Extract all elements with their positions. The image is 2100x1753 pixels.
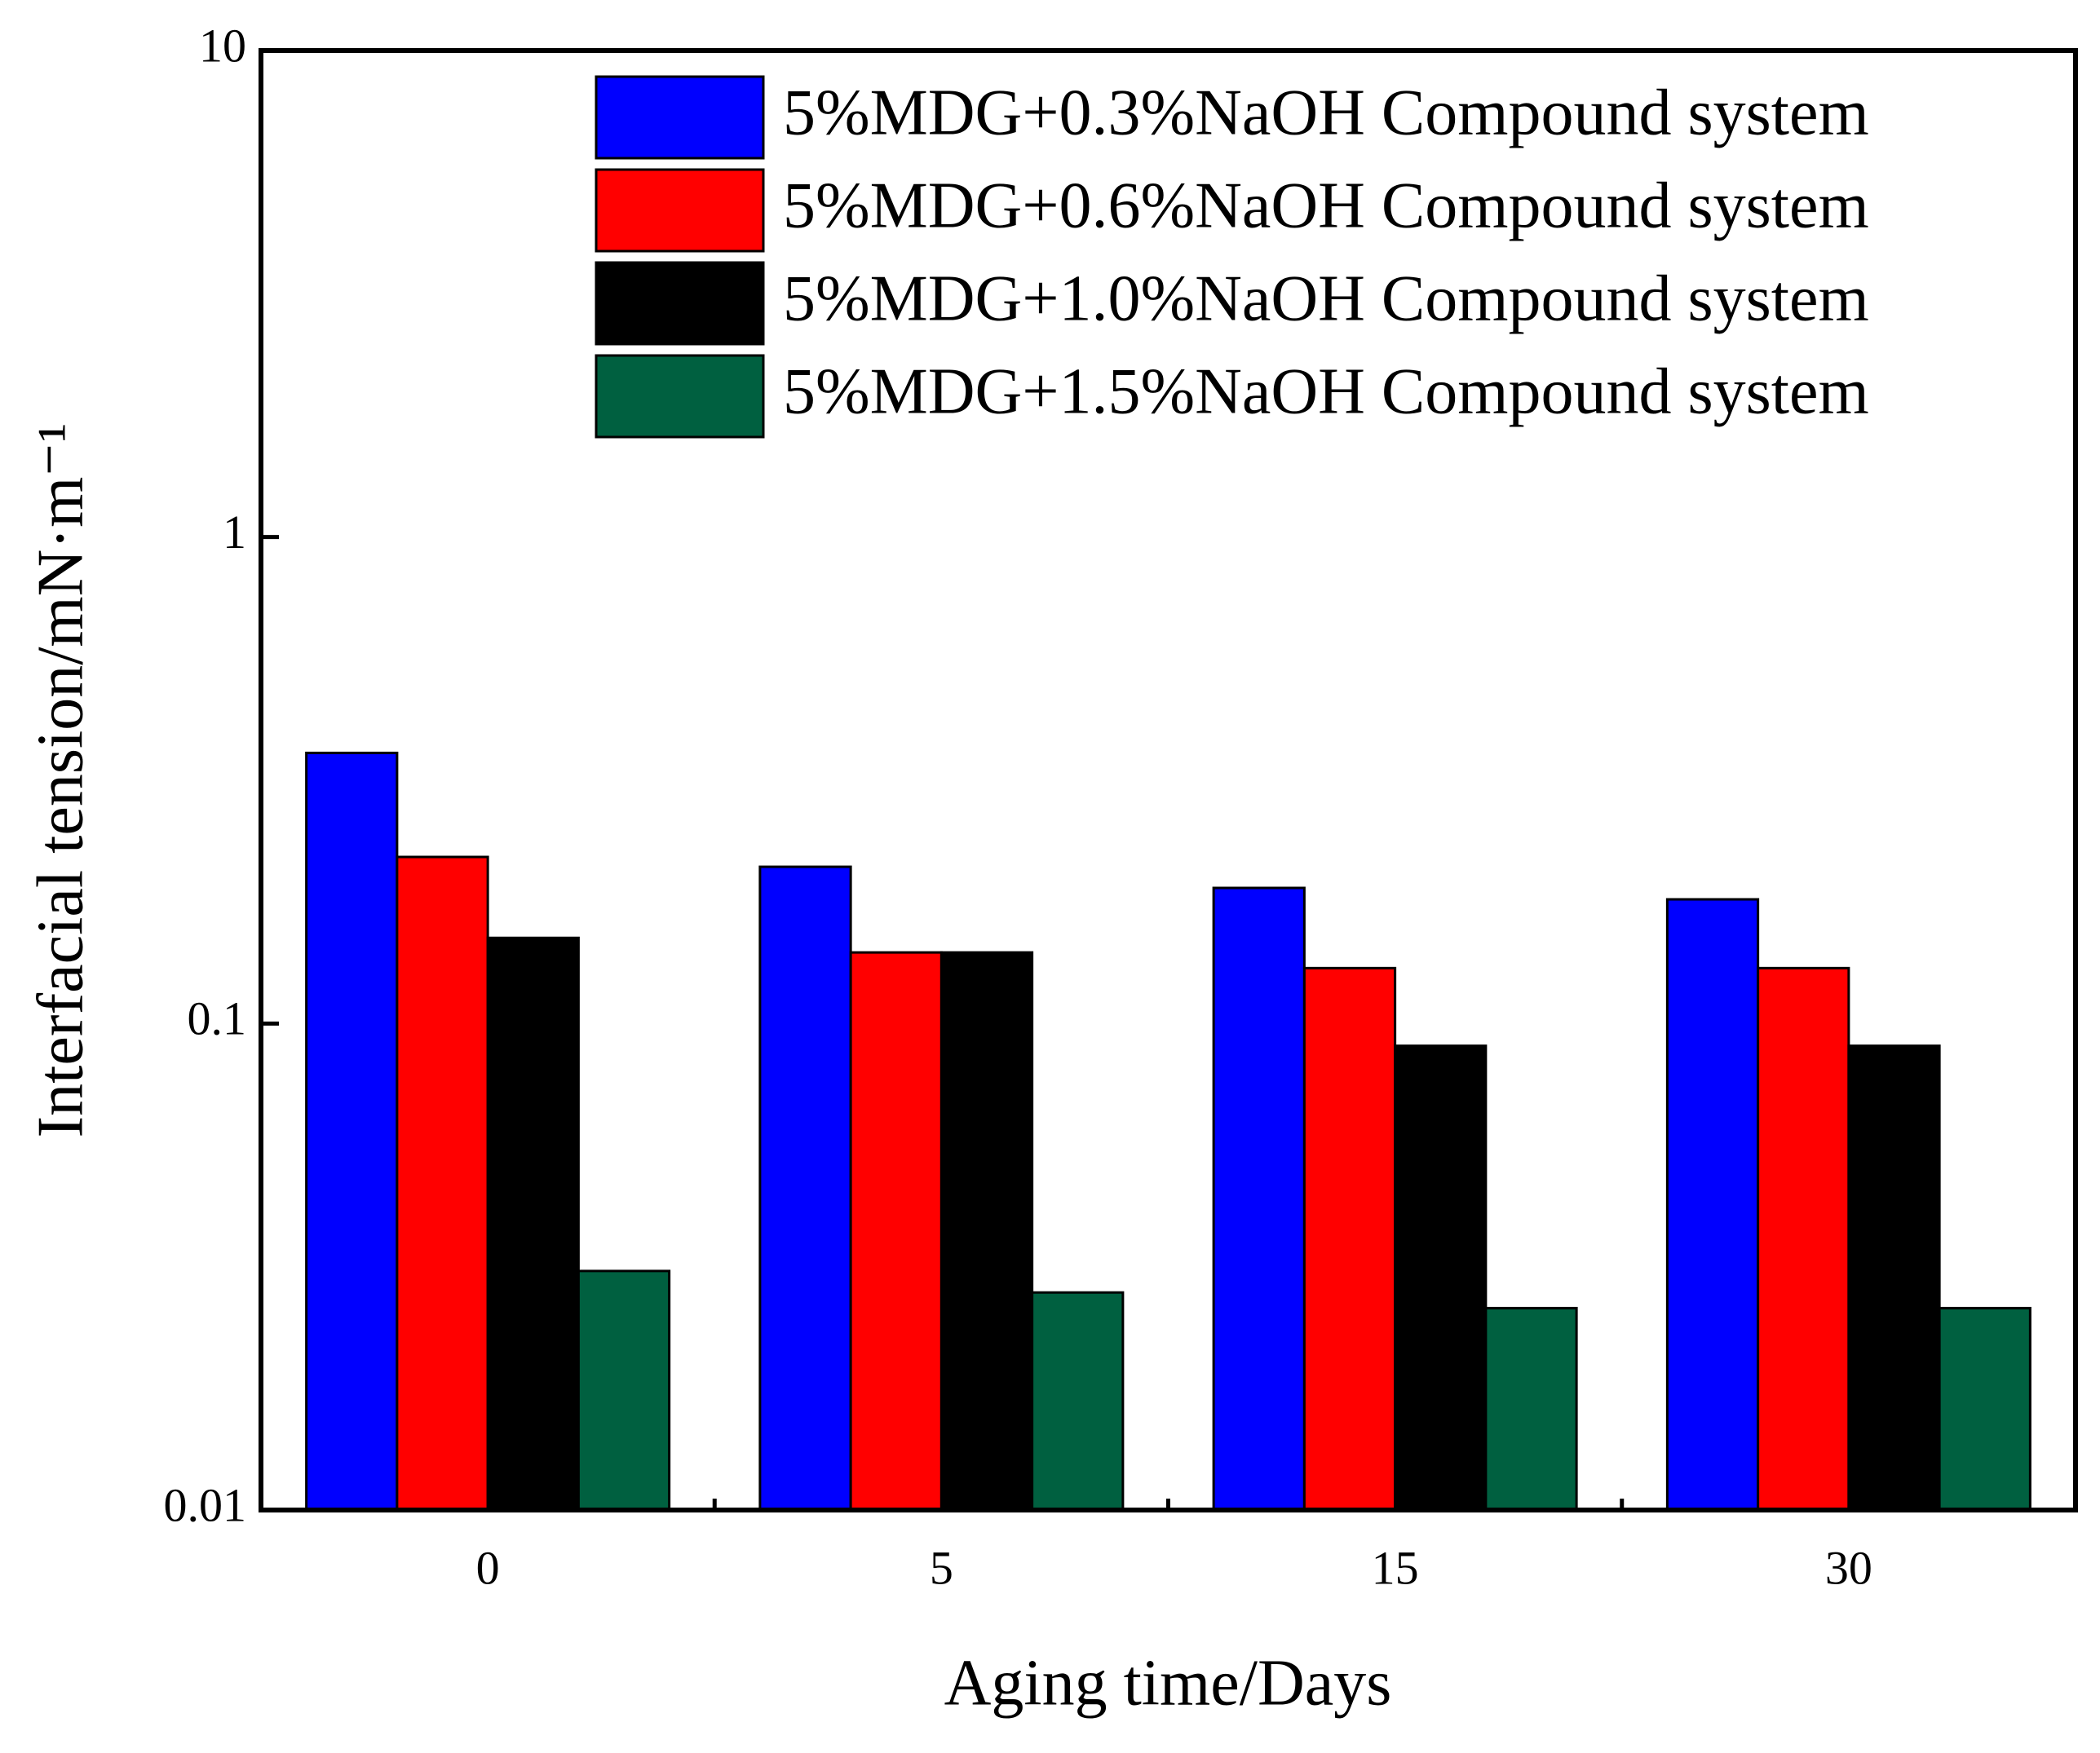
bar: [1757, 966, 1850, 1512]
bar: [1665, 898, 1760, 1512]
x-axis-title: Aging time/Days: [944, 1647, 1392, 1719]
x-tick-label: 30: [1825, 1541, 1872, 1594]
bar: [1031, 1291, 1125, 1512]
legend-swatch: [595, 261, 765, 346]
legend-swatch: [595, 354, 765, 439]
legend-swatch: [595, 75, 765, 160]
x-tick-label: 15: [1372, 1541, 1419, 1594]
bar: [1938, 1306, 2031, 1512]
bar: [758, 865, 852, 1512]
legend-swatch: [595, 168, 765, 253]
bar: [939, 951, 1034, 1512]
legend-label: 5%MDG+1.0%NaOH Compound system: [783, 263, 1869, 334]
legend-label: 5%MDG+1.5%NaOH Compound system: [783, 355, 1869, 427]
legend-label: 5%MDG+0.3%NaOH Compound system: [783, 77, 1869, 148]
bar: [1212, 886, 1306, 1512]
y-tick-label: 10: [199, 19, 246, 72]
bar: [1302, 966, 1397, 1512]
bar: [486, 936, 580, 1512]
y-tick-label: 0.1: [188, 992, 247, 1045]
bar: [1484, 1306, 1578, 1512]
y-tick-label: 1: [223, 506, 246, 559]
bar: [396, 855, 489, 1512]
bar: [1394, 1044, 1488, 1512]
x-tick-label: 0: [476, 1541, 500, 1594]
bar: [305, 751, 399, 1512]
legend-label: 5%MDG+0.6%NaOH Compound system: [783, 170, 1869, 241]
bar: [577, 1269, 671, 1512]
x-tick-label: 5: [930, 1541, 953, 1594]
y-tick-label: 0.01: [164, 1478, 247, 1531]
y-axis-title: Interfacial tension/mN·m⁻¹: [24, 422, 96, 1137]
bar: [1847, 1044, 1941, 1512]
bar: [849, 951, 943, 1512]
